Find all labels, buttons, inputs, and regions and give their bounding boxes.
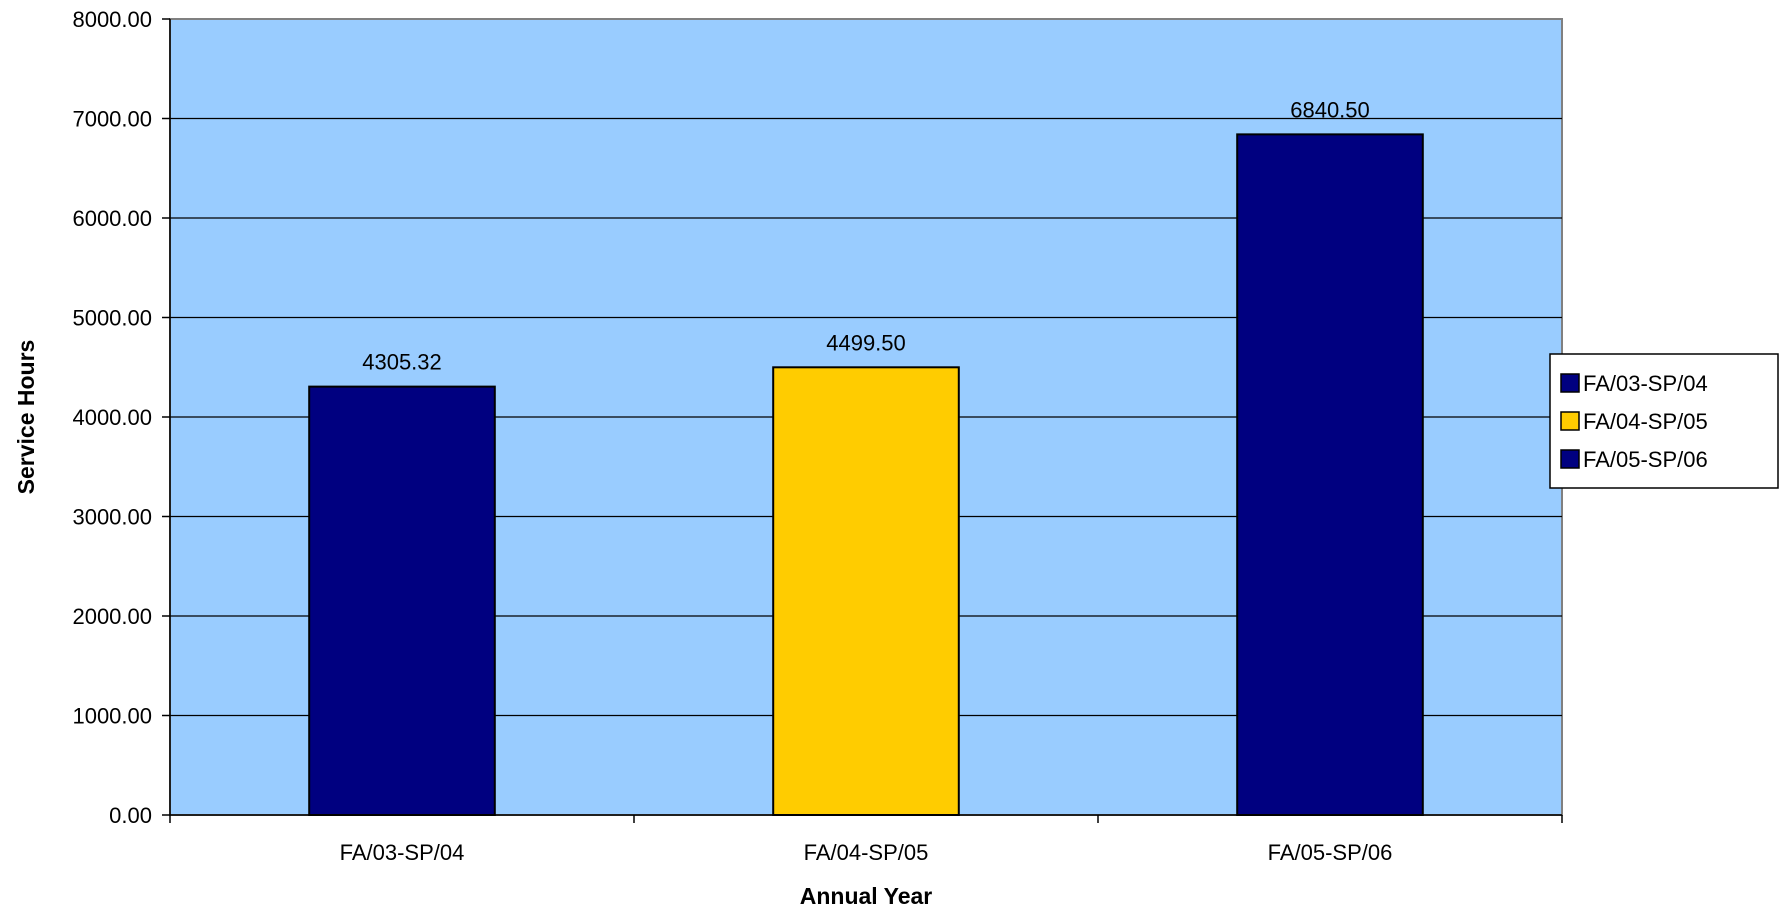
bar (308, 385, 496, 816)
data-label: 4305.32 (362, 350, 442, 375)
legend-swatch (1560, 373, 1580, 393)
y-tick-label: 2000.00 (72, 604, 152, 629)
data-label: 4499.50 (826, 330, 906, 355)
legend-swatch (1560, 411, 1580, 431)
x-tick-label: FA/04-SP/05 (804, 840, 929, 865)
y-tick-label: 5000.00 (72, 306, 152, 331)
bar (772, 366, 960, 816)
y-axis-title: Service Hours (13, 340, 39, 495)
y-tick-labels: 0.00 1000.00 2000.00 3000.00 4000.00 5000.00 6… (72, 7, 152, 828)
x-tick-label: FA/03-SP/04 (340, 840, 465, 865)
x-tick-label: FA/05-SP/06 (1268, 840, 1393, 865)
legend-label: FA/03-SP/04 (1583, 371, 1708, 396)
x-tick-labels: FA/03-SP/04 FA/04-SP/05 FA/05-SP/06 (340, 840, 1393, 865)
y-tick-label: 6000.00 (72, 206, 152, 231)
y-tick-label: 7000.00 (72, 107, 152, 132)
legend: FA/03-SP/04 FA/04-SP/05 FA/05-SP/06 (1549, 353, 1779, 489)
y-tick-label: 8000.00 (72, 7, 152, 32)
data-labels: 4305.32 4499.50 6840.50 (362, 97, 1370, 374)
y-tick-label: 1000.00 (72, 704, 152, 729)
bar (1236, 133, 1424, 817)
y-tick-label: 4000.00 (72, 405, 152, 430)
legend-swatch (1560, 449, 1580, 469)
bars (308, 133, 1424, 817)
axes (162, 18, 1563, 823)
legend-label: FA/04-SP/05 (1583, 409, 1708, 434)
x-axis-title: Annual Year (800, 883, 933, 909)
y-tick-label: 3000.00 (72, 505, 152, 530)
legend-box (1549, 353, 1779, 489)
y-tick-label: 0.00 (109, 803, 152, 828)
data-label: 6840.50 (1290, 97, 1370, 122)
legend-label: FA/05-SP/06 (1583, 447, 1708, 472)
